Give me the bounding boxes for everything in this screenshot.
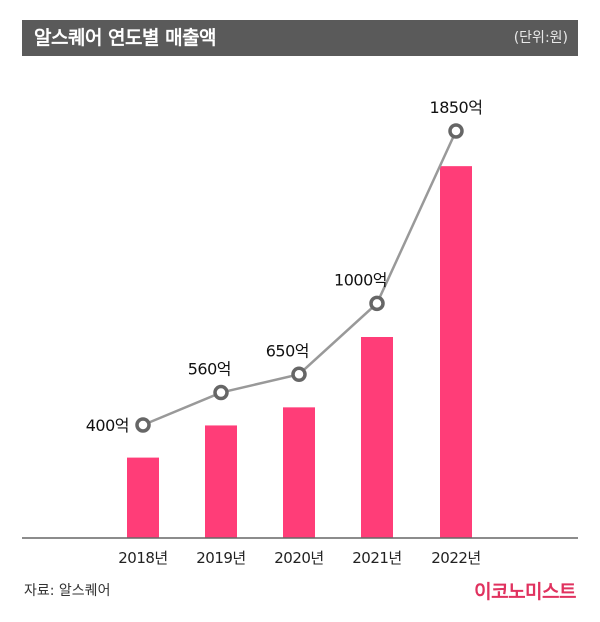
value-label: 650억 — [266, 341, 309, 360]
x-tick-label: 2020년 — [274, 549, 323, 567]
unit-label: (단위:원) — [513, 30, 568, 46]
bar-2019년 — [205, 425, 237, 538]
value-label: 1000억 — [334, 270, 387, 289]
publisher-logo: 이코노미스트 — [474, 581, 576, 603]
bar-2022년 — [440, 166, 472, 538]
chart-title: 알스퀘어 연도별 매출액 — [34, 27, 217, 49]
line-point-2021년 — [369, 295, 385, 312]
x-tick-label: 2021년 — [352, 549, 401, 567]
bar-2021년 — [361, 337, 393, 538]
line-point-2018년 — [135, 417, 151, 433]
x-tick-label: 2022년 — [431, 549, 480, 567]
bar-2018년 — [127, 457, 159, 538]
line-point-2022년 — [448, 123, 464, 139]
x-tick-label: 2019년 — [196, 549, 245, 567]
x-tick-label: 2018년 — [118, 549, 167, 567]
line-point-2020년 — [291, 366, 307, 383]
header-bar: 알스퀘어 연도별 매출액 (단위:원) — [22, 20, 578, 56]
value-label: 1850억 — [430, 98, 483, 117]
value-label: 560억 — [188, 360, 231, 379]
bar-2020년 — [283, 407, 315, 538]
source-note: 자료: 알스퀘어 — [24, 583, 111, 599]
value-label: 400억 — [86, 416, 129, 435]
line-point-2019년 — [213, 384, 229, 401]
